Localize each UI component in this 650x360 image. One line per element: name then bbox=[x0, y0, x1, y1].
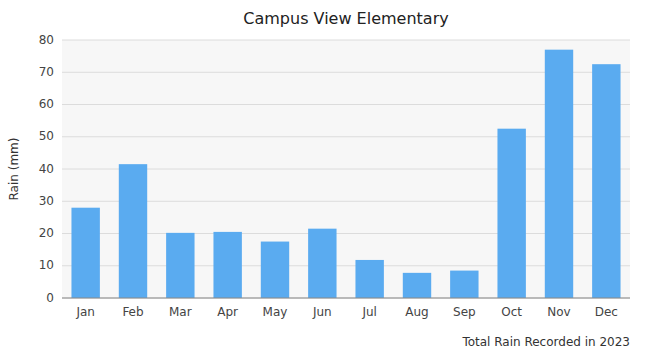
chart-container: 0 10 20 30 40 50 60 70 80 Jan Feb Mar Apr May Jun Jul Au… bbox=[0, 0, 650, 360]
y-tick-label: 10 bbox=[39, 258, 54, 272]
x-axis-label: Total Rain Recorded in 2023 bbox=[461, 335, 630, 349]
x-tick-label: Jan bbox=[75, 305, 95, 319]
x-tick-label: Sep bbox=[453, 305, 476, 319]
bar bbox=[213, 232, 241, 298]
y-tick-label: 40 bbox=[39, 162, 54, 176]
y-axis-label: Rain (mm) bbox=[7, 138, 21, 201]
bar bbox=[403, 273, 431, 298]
bar bbox=[308, 229, 336, 298]
grid-line bbox=[62, 40, 630, 41]
bar bbox=[592, 64, 620, 298]
x-tick-label: Nov bbox=[547, 305, 570, 319]
y-tick-label: 30 bbox=[39, 194, 54, 208]
chart-title: Campus View Elementary bbox=[243, 9, 448, 28]
x-tick-label: Dec bbox=[595, 305, 618, 319]
x-tick-label: Feb bbox=[122, 305, 143, 319]
y-grid bbox=[62, 40, 630, 298]
plot-background bbox=[62, 40, 630, 298]
bars bbox=[71, 50, 620, 298]
page: {"chart_data": {"type": "bar", "title": … bbox=[0, 0, 650, 360]
grid-line bbox=[62, 298, 630, 299]
bar bbox=[450, 271, 478, 298]
y-tick-label: 50 bbox=[39, 129, 54, 143]
bar bbox=[119, 164, 147, 298]
x-axis-line bbox=[62, 298, 630, 299]
x-ticks: Jan Feb Mar Apr May Jun Jul Aug Sep Oct Nov Dec bbox=[75, 305, 618, 319]
x-tick-label: Jun bbox=[312, 305, 332, 319]
y-ticks: 0 10 20 30 40 50 60 70 80 bbox=[39, 33, 54, 305]
bar bbox=[355, 260, 383, 298]
bar bbox=[166, 233, 194, 298]
bar bbox=[497, 129, 525, 298]
x-tick-label: Oct bbox=[501, 305, 522, 319]
x-tick-label: Mar bbox=[169, 305, 192, 319]
x-tick-label: Aug bbox=[405, 305, 428, 319]
bar bbox=[71, 208, 99, 298]
x-tick-label: May bbox=[263, 305, 288, 319]
chart-svg: 0 10 20 30 40 50 60 70 80 Jan Feb Mar Apr May Jun Jul Au… bbox=[0, 0, 650, 360]
bar bbox=[261, 242, 289, 298]
x-tick-label: Jul bbox=[361, 305, 376, 319]
y-tick-label: 0 bbox=[46, 291, 54, 305]
y-tick-label: 20 bbox=[39, 226, 54, 240]
y-tick-label: 70 bbox=[39, 65, 54, 79]
y-tick-label: 60 bbox=[39, 97, 54, 111]
x-tick-label: Apr bbox=[217, 305, 238, 319]
y-tick-label: 80 bbox=[39, 33, 54, 47]
bar bbox=[545, 50, 573, 298]
